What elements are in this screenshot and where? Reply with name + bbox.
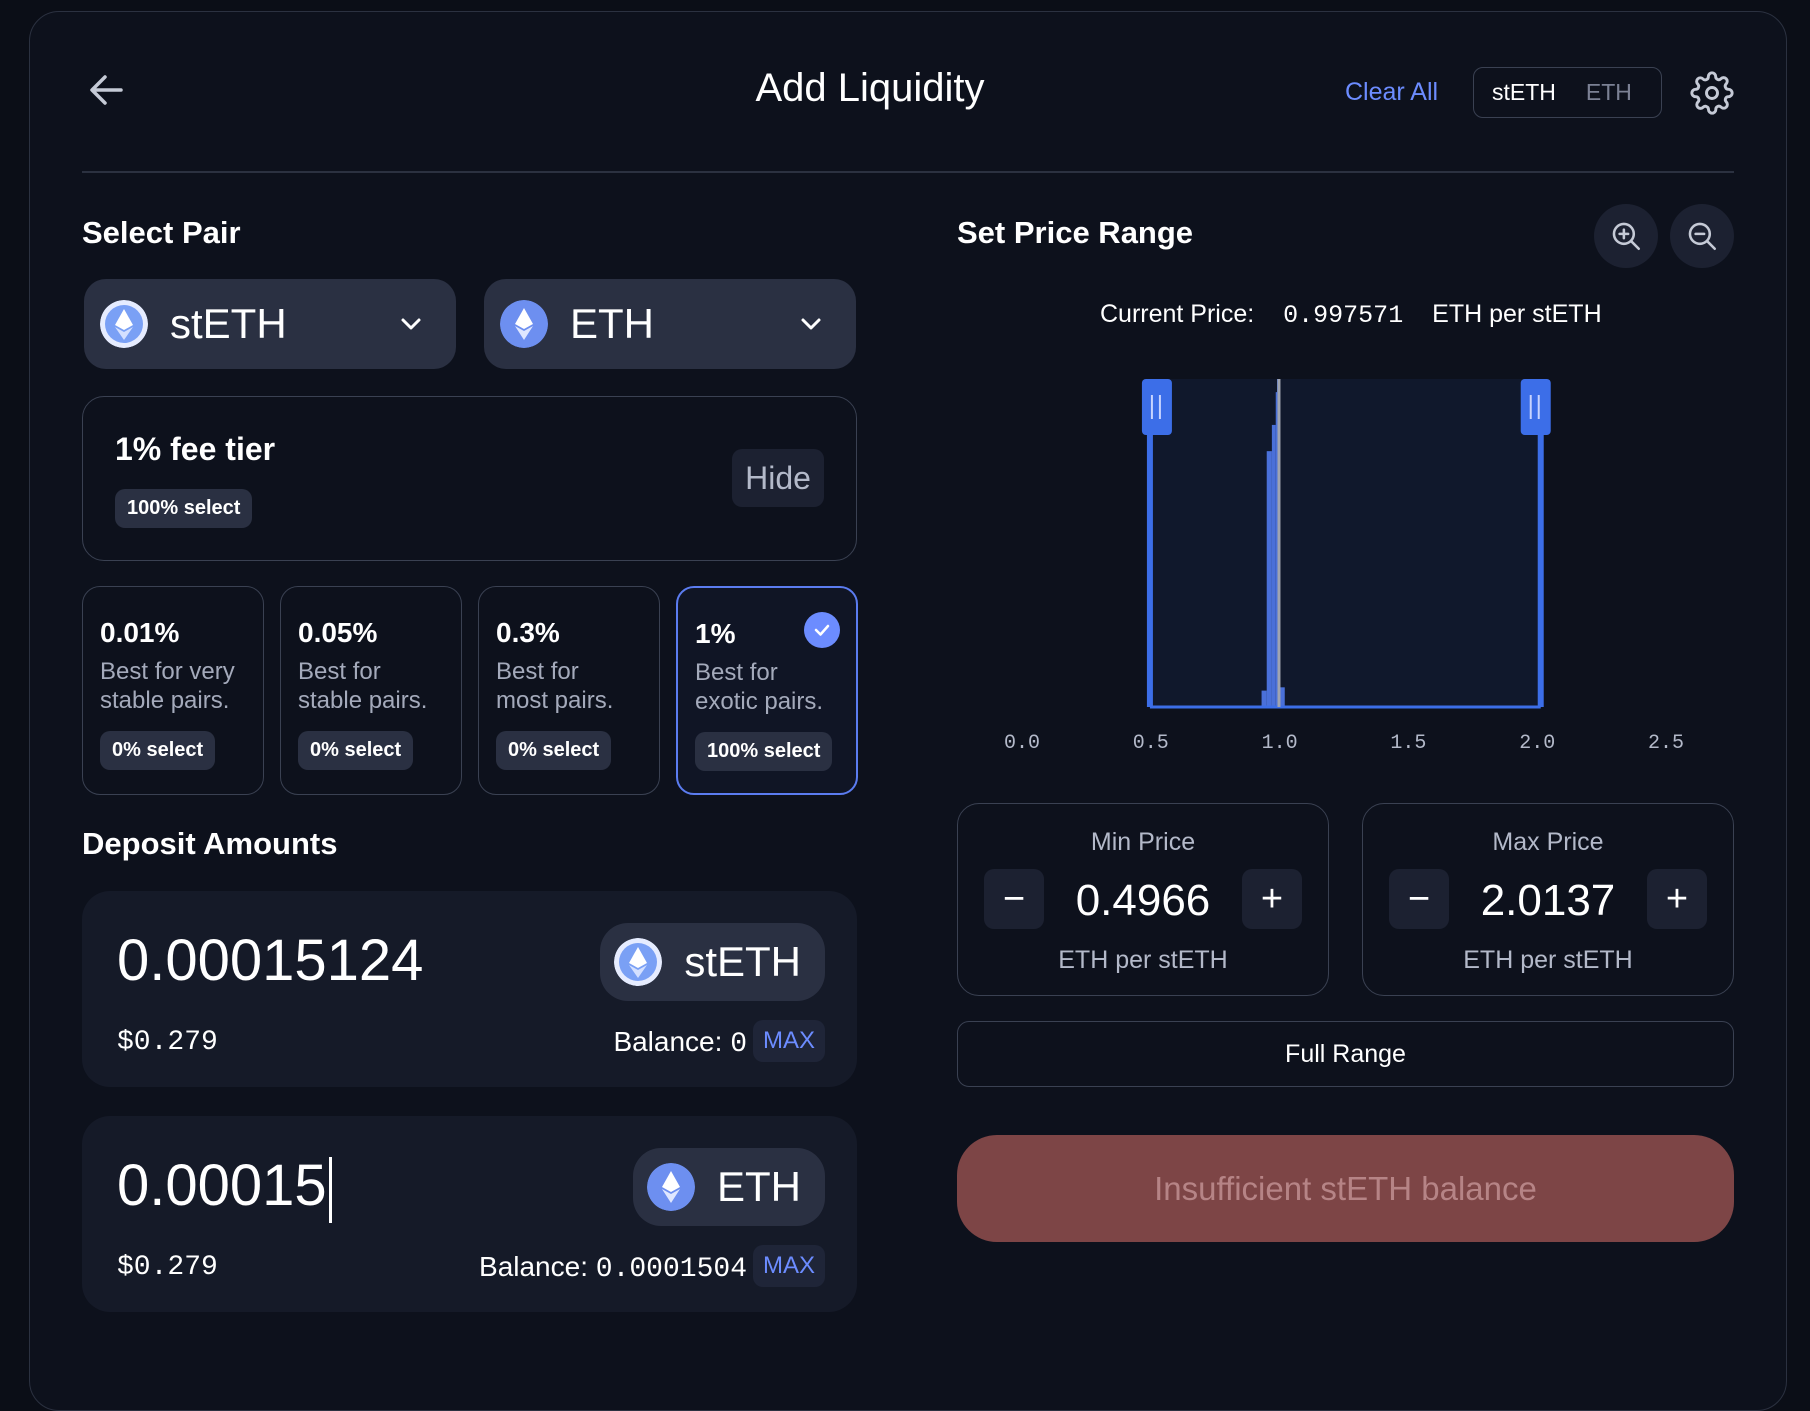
liquidity-bar	[1271, 424, 1276, 707]
back-arrow-icon[interactable]	[87, 70, 127, 110]
current-price-unit: ETH per stETH	[1432, 300, 1602, 328]
x-tick-label: 1.5	[1390, 732, 1426, 755]
token-b-select[interactable]: ETH	[484, 279, 856, 369]
zoom-in-button[interactable]	[1594, 204, 1658, 268]
fee-tier-pct: 0.3%	[496, 617, 560, 648]
fee-tier-desc: Best for stable pairs.	[298, 658, 428, 714]
liquidity-chart[interactable]: 0.0 0.5 1.0 1.5 2.0 2.5	[990, 355, 1770, 765]
fee-tier-pct: 0.01%	[100, 617, 180, 648]
liquidity-bar	[1279, 687, 1285, 707]
price-range-heading: Set Price Range	[957, 215, 1194, 250]
min-price-decrement-button[interactable]: −	[984, 869, 1044, 929]
token-badge-eth[interactable]: ETH	[633, 1148, 825, 1226]
fee-tier-badge: 100% select	[695, 732, 833, 771]
max-price-unit: ETH per stETH	[1463, 946, 1633, 974]
settings-gear-icon[interactable]	[1690, 71, 1734, 115]
liquidity-bar	[1266, 451, 1272, 707]
token-a-label: stETH	[170, 300, 287, 347]
min-price-increment-button[interactable]: +	[1242, 869, 1302, 929]
chevron-down-icon	[401, 318, 421, 330]
fee-tier-pct: 1%	[695, 618, 736, 649]
fee-tier-badge: 0% select	[100, 731, 216, 770]
min-price-box: Min Price − 0.4966 + ETH per stETH	[957, 803, 1329, 996]
fee-tier-card[interactable]: 0.05% Best for stable pairs. 0% select	[280, 586, 462, 795]
max-price-box: Max Price − 2.0137 + ETH per stETH	[1362, 803, 1734, 996]
text-cursor	[328, 1156, 332, 1223]
toggle-eth[interactable]: ETH	[1585, 79, 1632, 105]
amount-input-steth[interactable]: 0.00015124	[117, 928, 424, 993]
min-price-label: Min Price	[1090, 828, 1196, 856]
zoom-out-button[interactable]	[1670, 204, 1734, 268]
deposit-amounts-heading: Deposit Amounts	[82, 826, 338, 861]
full-range-button[interactable]: Full Range	[957, 1021, 1734, 1087]
x-tick-label: 2.0	[1519, 732, 1555, 755]
eth-icon	[500, 300, 548, 348]
zoom-out-icon	[1688, 222, 1717, 251]
usd-value: $0.279	[117, 1027, 218, 1058]
liquidity-bar	[1275, 392, 1278, 707]
max-price-input[interactable]: 2.0137	[1480, 876, 1616, 925]
token-a-select[interactable]: stETH	[84, 279, 456, 369]
range-area	[1149, 379, 1541, 707]
checkmark-icon	[804, 612, 840, 648]
x-tick-label: 2.5	[1648, 732, 1684, 755]
steth-icon	[614, 938, 663, 986]
fee-tier-badge: 0% select	[496, 731, 612, 770]
fee-selection-badge: 100% select	[115, 489, 253, 528]
denomination-toggle[interactable]: stETH ETH	[1473, 67, 1662, 118]
fee-tier-desc: Best for exotic pairs.	[695, 659, 824, 715]
fee-tier-pct: 0.05%	[298, 617, 378, 648]
token-badge-steth[interactable]: stETH	[600, 923, 825, 1001]
deposit-input-eth: 0.00015 $0.279 ETH Balance: 0.0001504 MA…	[82, 1116, 857, 1312]
fee-tier-card-selected[interactable]: 1% Best for exotic pairs. 100% select	[676, 586, 858, 795]
fee-tier-card[interactable]: 0.3% Best for most pairs. 0% select	[478, 586, 660, 795]
x-tick-label: 0.0	[1004, 732, 1040, 755]
current-price-value: 0.997571	[1283, 301, 1404, 330]
clear-all-button[interactable]: Clear All	[1345, 78, 1439, 106]
hide-fee-tiers-button[interactable]: Hide	[732, 449, 824, 507]
max-price-decrement-button[interactable]: −	[1389, 869, 1449, 929]
zoom-in-icon	[1612, 222, 1641, 251]
max-price-label: Max Price	[1492, 828, 1604, 856]
select-pair-heading: Select Pair	[82, 215, 241, 250]
token-symbol: ETH	[717, 1163, 801, 1210]
x-tick-label: 0.5	[1133, 732, 1169, 755]
liquidity-bar	[1261, 690, 1267, 707]
max-price-increment-button[interactable]: +	[1647, 869, 1707, 929]
min-price-unit: ETH per stETH	[1058, 946, 1228, 974]
chevron-down-icon	[801, 318, 821, 330]
balance-text: Balance: 0.0001504	[479, 1251, 747, 1285]
steth-icon	[100, 300, 148, 348]
token-symbol: stETH	[684, 938, 801, 985]
fee-tier-desc: Best for most pairs.	[496, 658, 614, 714]
balance-text: Balance: 0	[613, 1026, 747, 1060]
range-max-handle[interactable]	[1520, 379, 1551, 435]
usd-value: $0.279	[117, 1252, 218, 1283]
toggle-steth[interactable]: stETH	[1492, 79, 1556, 105]
x-tick-label: 1.0	[1262, 732, 1298, 755]
min-price-input[interactable]: 0.4966	[1075, 876, 1211, 925]
token-b-label: ETH	[570, 300, 654, 347]
fee-tier-badge: 0% select	[298, 731, 414, 770]
submit-button[interactable]: Insufficient stETH balance	[957, 1135, 1734, 1242]
max-button[interactable]: MAX	[753, 1245, 825, 1287]
eth-icon	[647, 1163, 695, 1211]
header-divider	[82, 171, 1734, 173]
max-button[interactable]: MAX	[753, 1020, 825, 1062]
fee-tier-summary: 1% fee tier 100% select Hide	[82, 396, 857, 561]
current-price-label: Current Price:	[1100, 300, 1255, 328]
fee-tier-card[interactable]: 0.01% Best for very stable pairs. 0% sele…	[82, 586, 264, 795]
deposit-input-steth: 0.00015124 $0.279 stETH Balance: 0 MAX	[82, 891, 857, 1087]
amount-input-eth[interactable]: 0.00015	[117, 1152, 332, 1223]
fee-tier-desc: Best for very stable pairs.	[100, 658, 235, 714]
fee-tier-title: 1% fee tier	[115, 431, 276, 467]
page-title: Add Liquidity	[755, 66, 985, 110]
range-min-handle[interactable]	[1141, 379, 1172, 435]
current-price: Current Price: 0.997571 ETH per stETH	[1100, 300, 1602, 330]
